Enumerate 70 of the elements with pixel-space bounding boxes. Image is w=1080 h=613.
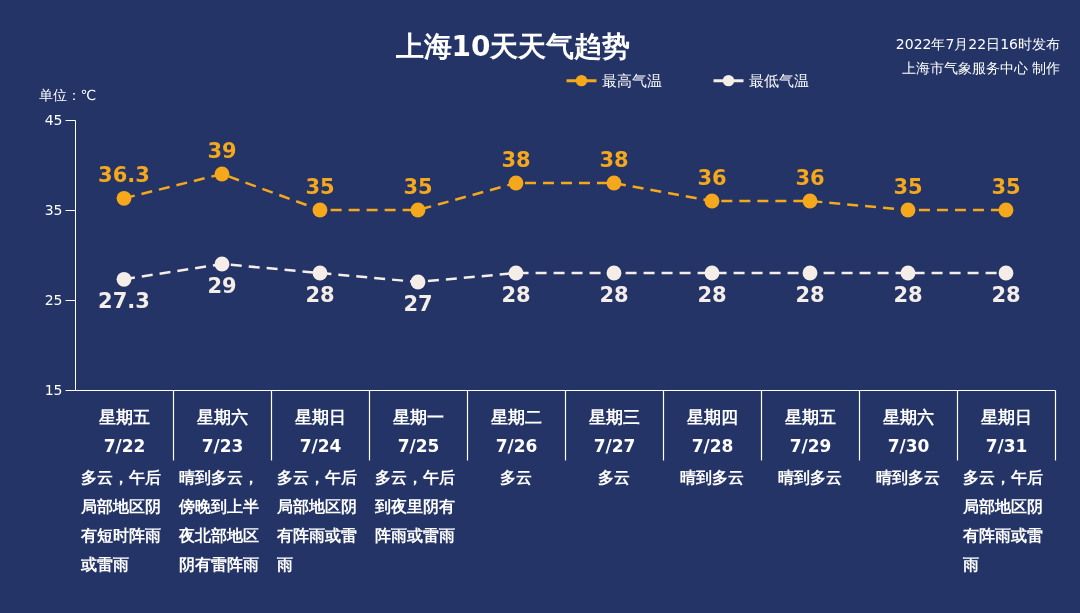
data-label: 35: [305, 175, 335, 199]
point: [802, 193, 818, 209]
y-tick-label: 35: [44, 201, 63, 218]
point: [998, 265, 1014, 281]
x-tick-label: 星期三 7/27: [588, 406, 640, 456]
x-tick-label: 星期一 7/25: [392, 406, 444, 456]
text: 多云，午后局部地区阴有阵雨或雷雨: [962, 468, 1043, 574]
point: [998, 202, 1014, 218]
text: 多云，午后局部地区阴有短时阵雨或雷雨: [80, 468, 161, 574]
y-tick-label: 25: [44, 291, 63, 308]
data-label: 38: [599, 148, 629, 172]
data-label: 28: [599, 283, 629, 307]
data-label: 35: [991, 175, 1021, 199]
text: 晴到多云，傍晚到上半夜北部地区阴有雷阵雨: [178, 468, 259, 574]
x-tick-label: 星期日 7/31: [980, 406, 1032, 456]
x-tick-label: 星期六 7/30: [882, 406, 934, 456]
point: [704, 265, 720, 281]
text: 多云: [598, 468, 630, 487]
data-label: 35: [893, 175, 923, 199]
point: [508, 175, 524, 191]
data-label: 28: [697, 283, 727, 307]
legend-label: 最高气温: [602, 71, 662, 90]
x-tick-label: 星期五 7/29: [784, 406, 836, 456]
point: [116, 190, 132, 206]
x-tick-label: 星期六 7/23: [196, 406, 248, 456]
text: 多云，午后到夜里阴有阵雨或雷雨: [374, 468, 455, 545]
data-label: 28: [305, 283, 335, 307]
text: 多云: [500, 468, 532, 487]
data-label: 28: [893, 283, 923, 307]
point: [606, 175, 622, 191]
point: [312, 265, 328, 281]
data-label: 27.3: [98, 289, 150, 314]
data-label: 36.3: [98, 163, 150, 188]
point: [410, 274, 426, 290]
point: [214, 256, 230, 272]
data-label: 29: [207, 274, 237, 298]
x-tick-label: 星期五 7/22: [98, 406, 150, 456]
x-tick-label: 星期二 7/26: [490, 406, 542, 456]
point: [410, 202, 426, 218]
x-tick-label: 星期四 7/28: [686, 406, 738, 456]
point: [214, 166, 230, 182]
x-tick-label: 星期日 7/24: [294, 406, 346, 456]
point: [900, 202, 916, 218]
data-label: 28: [501, 283, 531, 307]
data-label: 28: [991, 283, 1021, 307]
text: 上海市气象服务中心 制作: [901, 60, 1060, 76]
data-label: 38: [501, 148, 531, 172]
data-label: 36: [697, 166, 727, 190]
text: 晴到多云: [680, 468, 744, 487]
text: 晴到多云: [778, 468, 842, 487]
point: [116, 271, 132, 287]
data-label: 36: [795, 166, 825, 190]
point: [802, 265, 818, 281]
chart-title: 上海10天天气趋势: [394, 30, 631, 63]
text: 多云，午后局部地区阴有阵雨或雷雨: [276, 468, 357, 574]
y-axis-title: 单位：℃: [38, 86, 97, 103]
y-tick-label: 15: [44, 381, 63, 398]
text: 2022年7月22日16时发布: [895, 36, 1060, 52]
text: 晴到多云: [876, 468, 940, 487]
data-label: 27: [403, 292, 433, 316]
point: [900, 265, 916, 281]
legend-label: 最低气温: [749, 71, 809, 90]
point: [606, 265, 622, 281]
data-label: 35: [403, 175, 433, 199]
data-label: 39: [207, 139, 237, 163]
point: [312, 202, 328, 218]
data-label: 28: [795, 283, 825, 307]
point: [704, 193, 720, 209]
y-tick-label: 45: [44, 111, 63, 128]
point: [508, 265, 524, 281]
